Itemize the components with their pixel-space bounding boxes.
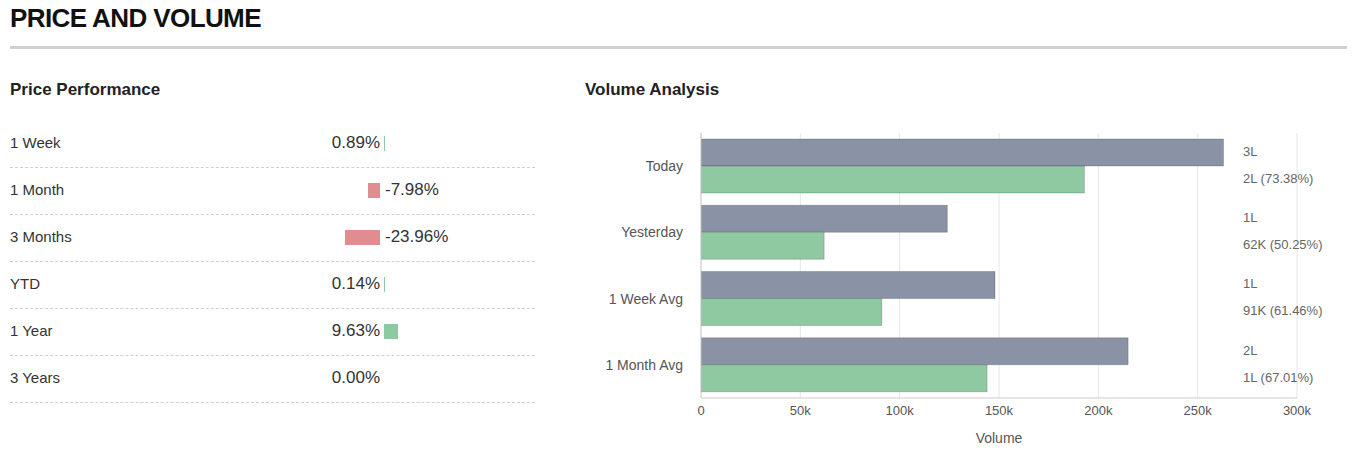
svg-text:1L: 1L bbox=[1243, 276, 1257, 291]
svg-text:50k: 50k bbox=[790, 403, 811, 418]
html-text:0.89%: 0.89% bbox=[331, 133, 380, 152]
svg-text:2L (73.38%): 2L (73.38%) bbox=[1243, 171, 1313, 186]
svg-text:1 Month Avg: 1 Month Avg bbox=[605, 357, 683, 373]
svg-text:Volume: Volume bbox=[976, 430, 1023, 446]
html-text:0.00%: 0.00% bbox=[331, 368, 380, 387]
svg-text:1L: 1L bbox=[1243, 210, 1257, 225]
svg-text:250k: 250k bbox=[1184, 403, 1213, 418]
svg-text:Today: Today bbox=[646, 158, 683, 174]
svg-text:1L (67.01%): 1L (67.01%) bbox=[1243, 370, 1313, 385]
svg-text:150k: 150k bbox=[985, 403, 1014, 418]
html-text:9.63%: 9.63% bbox=[331, 321, 380, 340]
svg-text:3L: 3L bbox=[1243, 144, 1257, 159]
html-text:Volume Analysis: Volume Analysis bbox=[585, 80, 720, 99]
html-text:Price Performance: Price Performance bbox=[10, 80, 161, 99]
html-text:3 Months: 3 Months bbox=[10, 228, 72, 245]
svg-text:300k: 300k bbox=[1283, 403, 1312, 418]
html-text:1 Year: 1 Year bbox=[10, 322, 53, 339]
svg-text:200k: 200k bbox=[1084, 403, 1113, 418]
html-text:3 Years: 3 Years bbox=[10, 369, 60, 386]
svg-text:Yesterday: Yesterday bbox=[621, 224, 683, 240]
html-text:0.14%: 0.14% bbox=[331, 274, 380, 293]
svg-text:0: 0 bbox=[697, 403, 704, 418]
html-text:-23.96%: -23.96% bbox=[385, 227, 449, 246]
html-text:PRICE AND VOLUME: PRICE AND VOLUME bbox=[10, 3, 261, 33]
svg-text:1 Week Avg: 1 Week Avg bbox=[609, 291, 683, 307]
html-text:1 Week: 1 Week bbox=[10, 134, 61, 151]
svg-text:100k: 100k bbox=[886, 403, 915, 418]
html-text:-7.98%: -7.98% bbox=[385, 180, 439, 199]
html-text:YTD: YTD bbox=[10, 275, 40, 292]
svg-text:62K (50.25%): 62K (50.25%) bbox=[1243, 237, 1323, 252]
svg-text:91K (61.46%): 91K (61.46%) bbox=[1243, 303, 1323, 318]
html-text:1 Month: 1 Month bbox=[10, 181, 65, 198]
svg-text:2L: 2L bbox=[1243, 343, 1257, 358]
